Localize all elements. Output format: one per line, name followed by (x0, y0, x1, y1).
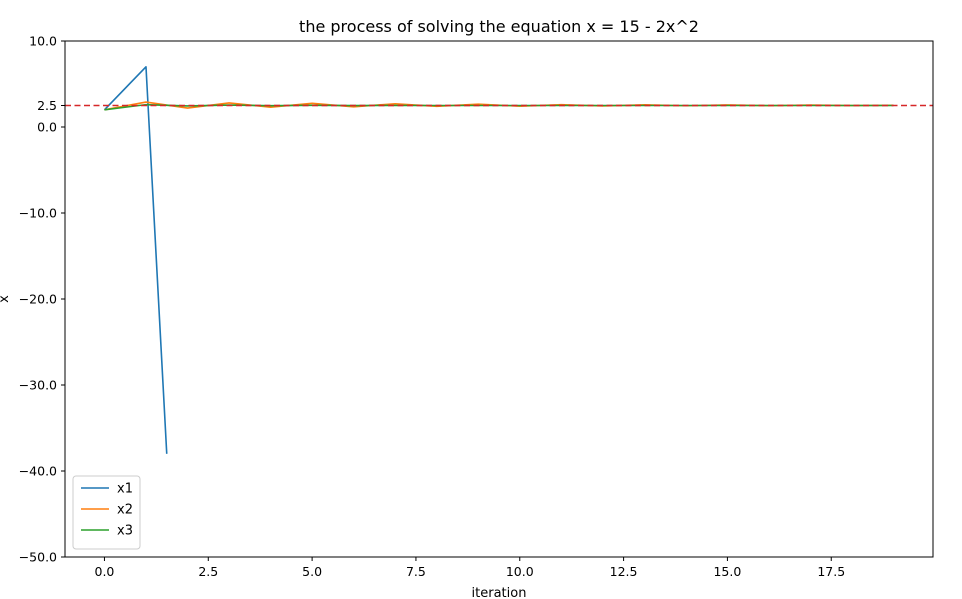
y-tick-label: 2.5 (37, 98, 57, 113)
y-tick-label: −50.0 (19, 550, 57, 565)
x-axis: 0.0 2.5 5.0 7.5 10.0 12.5 15.0 17.5 (95, 557, 845, 579)
series-group (103, 66, 894, 454)
x-tick-label: 5.0 (302, 564, 322, 579)
x-tick-label: 17.5 (817, 564, 845, 579)
x-tick-label: 2.5 (198, 564, 218, 579)
x-tick-label: 0.0 (95, 564, 115, 579)
y-tick-label: 10.0 (29, 34, 57, 49)
y-tick-label: −30.0 (19, 378, 57, 393)
x-tick-label: 15.0 (713, 564, 741, 579)
legend-label-x2: x2 (117, 503, 133, 518)
plot-area (64, 40, 934, 558)
y-tick-label: 0.0 (37, 120, 57, 135)
x-tick-label: 10.0 (506, 564, 534, 579)
legend-label-x1: x1 (117, 482, 133, 497)
legend: x1 x2 x3 (72, 475, 141, 550)
legend-label-x3: x3 (117, 524, 133, 539)
plot-frame (64, 40, 934, 558)
chart-title: the process of solving the equation x = … (299, 17, 699, 36)
y-tick-label: −20.0 (19, 292, 57, 307)
y-axis: 10.0 2.5 0.0 −10.0 −20.0 −30.0 −40.0 −50.0 (19, 34, 65, 565)
y-tick-label: −40.0 (19, 464, 57, 479)
y-tick-label: −10.0 (19, 206, 57, 221)
x-axis-label: iteration (472, 586, 527, 599)
y-axis-label: x (0, 295, 12, 303)
x-tick-label: 12.5 (610, 564, 638, 579)
x-tick-label: 7.5 (406, 564, 426, 579)
series-line-x1 (103, 66, 168, 454)
